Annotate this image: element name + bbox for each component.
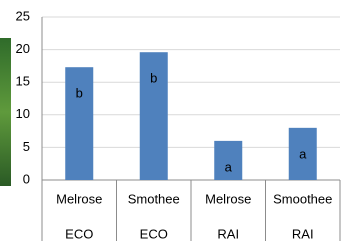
bar bbox=[65, 67, 93, 180]
x-tick-label: RAI bbox=[292, 226, 314, 241]
y-tick-label: 10 bbox=[16, 106, 30, 121]
chart: 0 5 10 15 20 25 Melrose ECO b Smothee ECO b Melrose R… bbox=[0, 0, 341, 241]
y-tick-label: 20 bbox=[16, 41, 30, 56]
x-tick-label: Smoothee bbox=[273, 191, 332, 206]
bar-annotation: a bbox=[299, 146, 307, 161]
bar-annotation: a bbox=[225, 159, 233, 174]
y-tick-label: 5 bbox=[23, 139, 30, 154]
x-tick-label: Melrose bbox=[56, 191, 102, 206]
y-tick-label: 15 bbox=[16, 74, 30, 89]
x-tick-label: RAI bbox=[217, 226, 239, 241]
y-tick-label: 25 bbox=[16, 8, 30, 23]
x-tick-label: Smothee bbox=[128, 191, 180, 206]
x-tick-label: Melrose bbox=[205, 191, 251, 206]
bar-annotation: b bbox=[76, 86, 83, 101]
x-tick-label: ECO bbox=[140, 226, 168, 241]
bar-annotation: b bbox=[150, 71, 157, 86]
y-tick-label: 0 bbox=[23, 171, 30, 186]
x-tick-label: ECO bbox=[65, 226, 93, 241]
photo-edge bbox=[0, 38, 11, 186]
